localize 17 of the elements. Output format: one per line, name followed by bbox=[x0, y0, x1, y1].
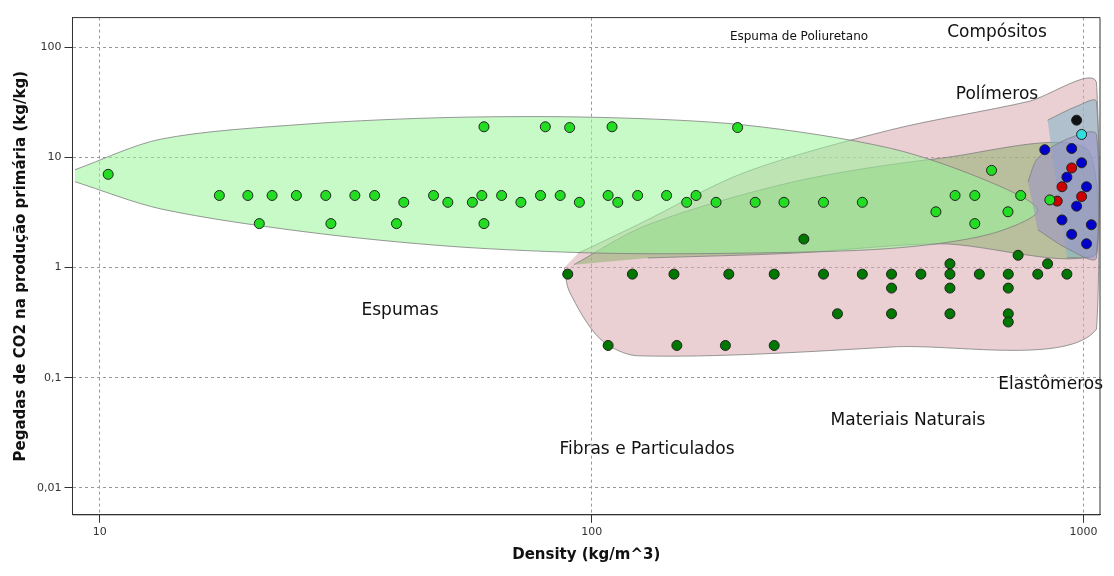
x-tick-label: 10 bbox=[92, 525, 107, 539]
annotation: Espuma de Poliuretano bbox=[729, 29, 869, 44]
y-tick-label: 10 bbox=[47, 150, 62, 164]
x-axis-title: Density (kg/m^3) bbox=[512, 544, 661, 563]
annotation: Fibras e Particulados bbox=[559, 438, 735, 459]
annotation: Materiais Naturais bbox=[830, 409, 986, 430]
annotation: Polímeros bbox=[955, 83, 1039, 104]
annotation: Compósitos bbox=[947, 21, 1047, 42]
y-axis-title: Pegadas de CO2 na produção primária (kg/kg) bbox=[10, 70, 29, 462]
annotation: Elastômeros bbox=[998, 373, 1104, 394]
annotation: Espumas bbox=[361, 299, 439, 320]
y-tick-label: 1 bbox=[54, 260, 62, 274]
y-tick-label: 0,01 bbox=[36, 480, 62, 494]
y-tick-label: 100 bbox=[40, 39, 62, 53]
x-tick-label: 100 bbox=[581, 525, 603, 539]
x-tick-label: 1000 bbox=[1069, 525, 1098, 539]
y-tick-label: 0,1 bbox=[43, 370, 62, 384]
